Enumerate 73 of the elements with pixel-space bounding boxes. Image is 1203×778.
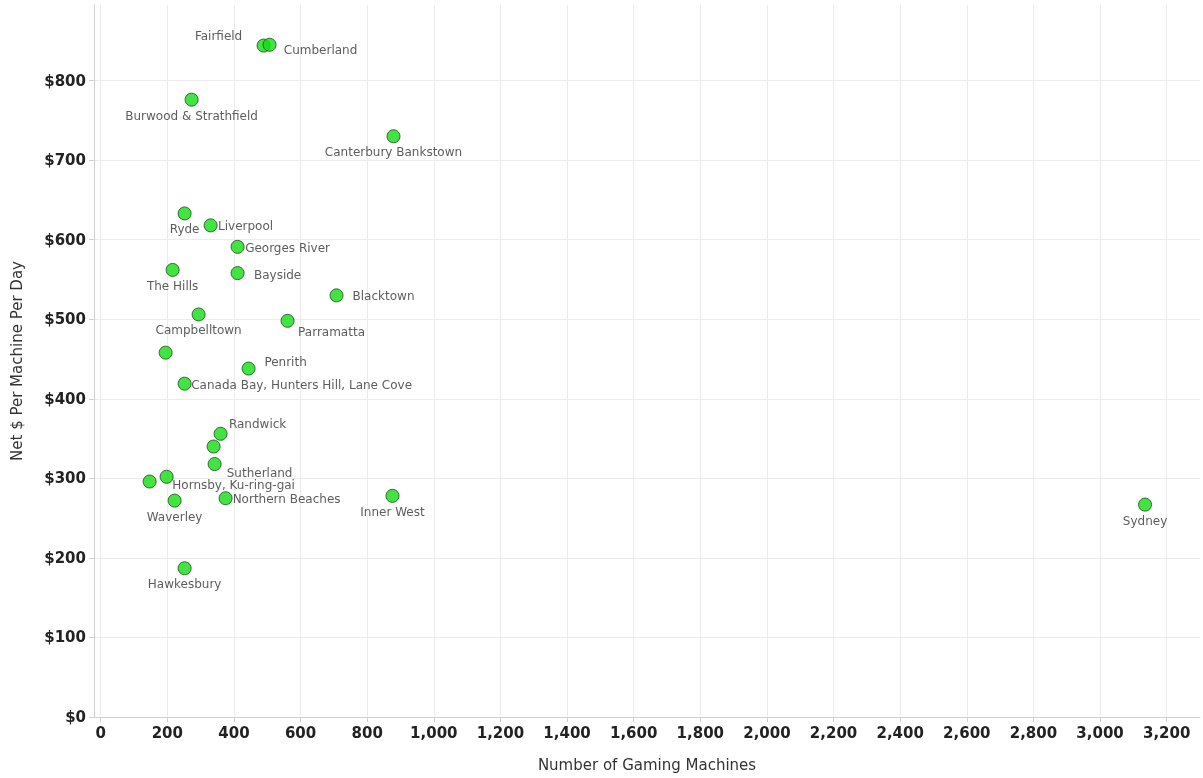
x-tick-label: 3,000 (1076, 723, 1124, 742)
annotation: Georges River (245, 240, 331, 255)
annotation: Randwick (228, 416, 287, 431)
point (230, 266, 245, 281)
x-tick-label: 1,600 (609, 723, 658, 742)
annotation: The Hills (145, 278, 199, 293)
point (207, 457, 222, 472)
point (213, 426, 228, 441)
point (177, 206, 192, 221)
annotation: Penrith (264, 354, 307, 369)
point (1138, 497, 1153, 512)
annotation: Hornsby, Ku-ring-gai (172, 477, 295, 492)
point (280, 313, 295, 328)
x-tick-label: 200 (151, 723, 183, 742)
annotation: Inner West (360, 504, 425, 519)
annotation: Fairfield (194, 28, 243, 43)
annotation: Hawkesbury (147, 577, 222, 592)
x-tick-label: 1,000 (410, 723, 458, 742)
y-tick-label: $200 (44, 548, 86, 567)
y-tick-label: $300 (44, 469, 86, 488)
y-tick-label: $500 (44, 310, 86, 329)
annotation: Bayside (253, 268, 302, 283)
point (329, 288, 344, 303)
annotation: Ryde (169, 222, 200, 237)
annotation: Canada Bay, Hunters Hill, Lane Cove (191, 377, 413, 392)
point (241, 361, 256, 376)
y-tick-label: $0 (65, 708, 86, 726)
point (184, 92, 199, 107)
x-tick-label: 1,200 (476, 723, 525, 742)
y-axis-title: Net $ Per Machine Per Day (7, 260, 26, 461)
annotation: Cumberland (283, 42, 358, 57)
annotation: Sydney (1122, 513, 1168, 528)
x-tick-label: 2,400 (876, 723, 924, 742)
annotation: Liverpool (218, 219, 274, 234)
y-tick-label: $100 (44, 628, 86, 647)
x-axis-title: Number of Gaming Machines (537, 755, 757, 774)
point (158, 345, 173, 360)
x-tick-label: 800 (351, 723, 383, 742)
annotation: Northern Beaches (232, 492, 341, 507)
annotation: Waverley (146, 509, 203, 524)
annotation: Burwood & Strathfield (125, 108, 258, 123)
x-tick-label: 3,200 (1142, 723, 1191, 742)
x-tick-label: 2,600 (943, 723, 991, 742)
x-tick-label: 600 (284, 723, 317, 742)
x-tick-label: 2,200 (809, 723, 858, 742)
point (159, 469, 174, 484)
point (262, 37, 277, 52)
point (142, 474, 157, 489)
x-tick-label: 1,400 (543, 723, 591, 742)
annotation: Campbelltown (155, 323, 242, 338)
y-tick-label: $700 (44, 151, 86, 170)
y-tick-label: $600 (44, 230, 86, 249)
point (206, 439, 221, 454)
y-tick-label: $800 (44, 71, 86, 90)
point (218, 491, 233, 506)
annotation: Canterbury Bankstown (324, 145, 463, 160)
point (177, 376, 192, 391)
annotation: Parramatta (298, 324, 365, 339)
x-tick-label: 0 (95, 723, 106, 742)
x-tick-label: 2,000 (743, 723, 791, 742)
x-tick-label: 2,800 (1009, 723, 1058, 742)
point (165, 262, 180, 277)
y-tick-label: $400 (44, 389, 86, 408)
point (191, 307, 206, 322)
x-tick-label: 1,800 (676, 723, 725, 742)
point (230, 239, 245, 254)
point (203, 218, 218, 233)
annotation: Blacktown (352, 289, 415, 304)
x-tick-label: 400 (218, 723, 250, 742)
point (386, 129, 401, 144)
point (167, 493, 182, 508)
point (385, 488, 400, 503)
point (177, 561, 192, 576)
